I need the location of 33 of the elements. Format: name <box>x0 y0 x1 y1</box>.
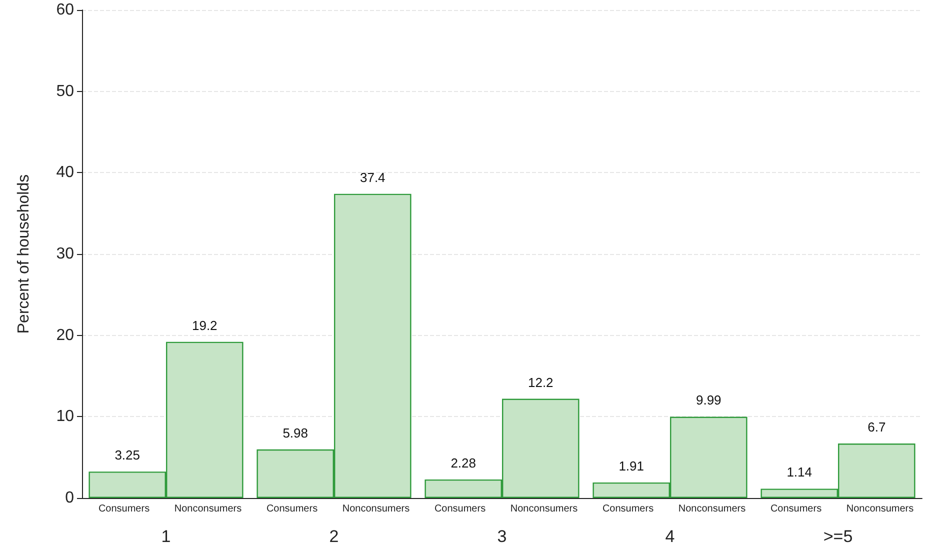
text: Consumers <box>266 504 318 514</box>
text: Consumers <box>434 504 486 514</box>
text: Nonconsumers <box>846 504 914 514</box>
data-label: 19.2 <box>192 318 218 333</box>
text: Nonconsumers <box>342 504 410 514</box>
x-tick-label: >=5 <box>823 527 853 546</box>
data-label: 2.28 <box>450 455 476 470</box>
x-tick-label: 4 <box>665 527 675 546</box>
data-label: 1.91 <box>618 458 644 474</box>
series-label: Nonconsumers <box>174 504 242 514</box>
y-tick-label: 40 <box>56 164 74 182</box>
x-tick-label: 3 <box>497 527 507 546</box>
y-tick-label: 50 <box>56 82 74 100</box>
y-tick-label: 20 <box>56 326 74 344</box>
data-label: 12.2 <box>528 374 554 390</box>
data-label: 9.99 <box>696 392 722 408</box>
y-tick-label: 60 <box>56 2 74 18</box>
data-label: 6.7 <box>868 420 886 435</box>
data-label: 3.25 <box>114 448 140 463</box>
y-tick-label: 10 <box>56 408 74 426</box>
text: Consumers <box>770 504 822 514</box>
text: Consumers <box>602 504 654 514</box>
x-tick-label: 1 <box>161 527 171 546</box>
text: Nonconsumers <box>678 504 746 514</box>
text: Nonconsumers <box>510 504 578 514</box>
y-axis-title: Percent of households <box>16 174 32 334</box>
x-tick-label: 2 <box>329 527 339 546</box>
y-tick-label: 0 <box>65 490 74 506</box>
y-tick-label: 30 <box>56 246 74 262</box>
data-label: 1.14 <box>786 464 812 480</box>
data-label: 5.98 <box>282 425 308 440</box>
data-label: 37.4 <box>360 170 386 185</box>
series-label: Consumers <box>98 504 150 514</box>
